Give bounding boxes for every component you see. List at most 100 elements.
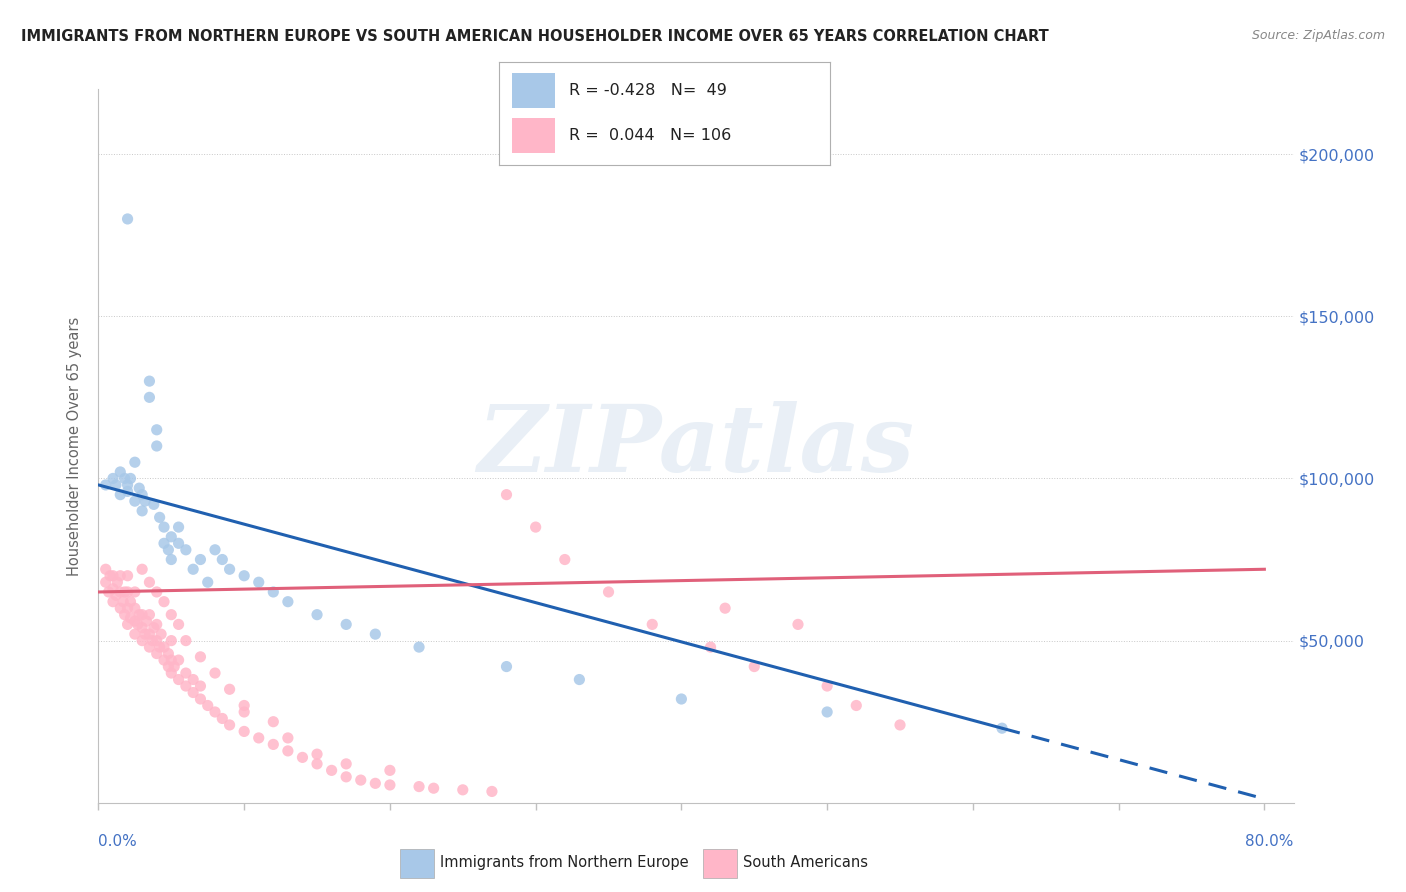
Point xyxy=(167,520,190,534)
Point xyxy=(138,575,160,590)
Point xyxy=(160,607,183,622)
Point xyxy=(101,471,124,485)
Point xyxy=(181,685,204,699)
Point xyxy=(131,621,153,635)
Point xyxy=(991,721,1014,735)
Point xyxy=(197,698,219,713)
Text: Source: ZipAtlas.com: Source: ZipAtlas.com xyxy=(1251,29,1385,42)
Point xyxy=(845,698,868,713)
Text: R =  0.044   N= 106: R = 0.044 N= 106 xyxy=(568,128,731,143)
Point xyxy=(174,542,197,557)
Point xyxy=(110,585,132,599)
Point xyxy=(233,724,256,739)
Point xyxy=(134,494,156,508)
Point xyxy=(153,520,176,534)
Point xyxy=(167,536,190,550)
Point xyxy=(110,488,132,502)
Point xyxy=(495,659,517,673)
Point xyxy=(97,585,120,599)
Point xyxy=(138,640,160,654)
Point xyxy=(124,601,146,615)
Point xyxy=(153,536,176,550)
Point xyxy=(128,607,150,622)
Point xyxy=(138,390,160,404)
Point xyxy=(112,595,135,609)
Point xyxy=(481,784,503,798)
Point xyxy=(163,659,186,673)
Point xyxy=(142,497,165,511)
Point xyxy=(277,595,299,609)
Point xyxy=(167,653,190,667)
Point xyxy=(211,552,233,566)
Point xyxy=(889,718,911,732)
Point xyxy=(153,653,176,667)
Point xyxy=(101,582,124,596)
Point xyxy=(350,773,373,788)
Text: IMMIGRANTS FROM NORTHERN EUROPE VS SOUTH AMERICAN HOUSEHOLDER INCOME OVER 65 YEA: IMMIGRANTS FROM NORTHERN EUROPE VS SOUTH… xyxy=(21,29,1049,44)
Point xyxy=(204,542,226,557)
Point xyxy=(742,659,765,673)
Point xyxy=(114,471,136,485)
Point xyxy=(157,659,180,673)
Point xyxy=(305,607,328,622)
Point xyxy=(98,568,121,582)
Text: 0.0%: 0.0% xyxy=(98,834,138,849)
Point xyxy=(262,714,284,729)
Point xyxy=(134,627,156,641)
Point xyxy=(117,585,139,599)
Point xyxy=(110,601,132,615)
Point xyxy=(104,478,127,492)
Point xyxy=(145,585,167,599)
Point xyxy=(174,679,197,693)
Point xyxy=(94,562,117,576)
Point xyxy=(160,666,183,681)
Point xyxy=(117,601,139,615)
Point xyxy=(218,562,240,576)
Point xyxy=(335,770,357,784)
Point xyxy=(117,484,139,499)
Point xyxy=(128,481,150,495)
Point xyxy=(305,747,328,761)
Point xyxy=(204,666,226,681)
Point xyxy=(138,607,160,622)
Point xyxy=(378,778,401,792)
Point xyxy=(157,542,180,557)
Point xyxy=(145,647,167,661)
Point xyxy=(150,627,173,641)
Point xyxy=(524,520,547,534)
Point xyxy=(124,585,146,599)
Point xyxy=(160,552,183,566)
Point xyxy=(117,568,139,582)
Point xyxy=(167,617,190,632)
Point xyxy=(120,611,142,625)
Point xyxy=(145,423,167,437)
Point xyxy=(149,640,172,654)
Point xyxy=(131,562,153,576)
Point xyxy=(262,585,284,599)
Point xyxy=(378,764,401,778)
Point xyxy=(101,568,124,582)
Point xyxy=(160,653,183,667)
Text: South Americans: South Americans xyxy=(744,855,869,870)
Point xyxy=(408,780,430,794)
Point xyxy=(277,731,299,745)
Point xyxy=(554,552,576,566)
Point xyxy=(138,374,160,388)
Point xyxy=(277,744,299,758)
Point xyxy=(149,510,172,524)
Point xyxy=(131,504,153,518)
Point xyxy=(211,711,233,725)
Point xyxy=(218,718,240,732)
Point xyxy=(197,575,219,590)
Point xyxy=(190,679,212,693)
Point xyxy=(153,640,176,654)
Point xyxy=(145,633,167,648)
Point xyxy=(157,647,180,661)
Point xyxy=(160,530,183,544)
Point xyxy=(671,692,693,706)
Point xyxy=(218,682,240,697)
Point xyxy=(124,455,146,469)
Text: ZIPatlas: ZIPatlas xyxy=(478,401,914,491)
Point xyxy=(422,781,444,796)
Point xyxy=(110,465,132,479)
